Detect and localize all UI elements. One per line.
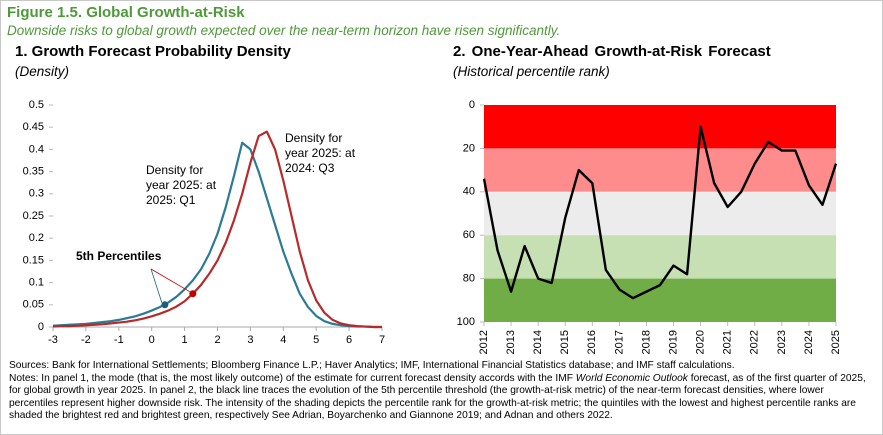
sources: Sources: Bank for International Settleme… <box>9 360 735 371</box>
y-tick-label: 0 <box>469 99 475 111</box>
x-tick-label: 2021 <box>722 330 734 354</box>
y-tick-label: 0.5 <box>29 99 44 111</box>
y-tick-label: 0.35 <box>23 166 44 178</box>
panel-title: 1. Growth Forecast Probability Density <box>15 43 291 60</box>
y-tick-label: 100 <box>457 316 475 328</box>
series-line <box>482 125 838 300</box>
y-tick-label: 0.1 <box>29 277 44 289</box>
x-tick-label: -1 <box>114 334 124 346</box>
x-tick-label: 2024 <box>803 330 815 354</box>
y-tick-label: 0.3 <box>29 188 44 200</box>
series-line <box>52 130 382 329</box>
band <box>484 105 836 149</box>
x-tick-label: 2 <box>214 334 220 346</box>
x-tick-label: 1 <box>182 334 188 346</box>
y-tick-label: 0.4 <box>29 143 44 155</box>
x-tick-label: 2018 <box>640 330 652 354</box>
y-tick-label: 0.45 <box>23 121 44 133</box>
panel-subtitle: (Historical percentile rank) <box>453 64 610 79</box>
x-tick-label: 2015 <box>559 330 571 354</box>
x-tick-label: 2013 <box>505 330 517 354</box>
notes-text: World Economic Outlook <box>575 372 688 384</box>
figure-title: Figure 1.5. Global Growth-at-Risk <box>7 4 245 21</box>
y-tick-label: 20 <box>463 142 475 154</box>
panel-title: 2. One-Year-Ahead Growth-at-Risk Forecas… <box>453 43 771 60</box>
x-tick-label: 2016 <box>586 330 598 354</box>
x-tick-label: 2017 <box>613 330 625 354</box>
y-tick-label: 40 <box>463 186 475 198</box>
x-tick-label: 2019 <box>667 330 679 354</box>
series-label: Density for year 2025: at 2025: Q1 <box>146 163 217 207</box>
series-line <box>52 141 382 329</box>
x-tick-label: 2012 <box>478 330 490 354</box>
percentile-marker <box>161 301 169 309</box>
notes: Notes: In panel 1, the mode (that is, th… <box>9 373 871 423</box>
y-tick-label: 0.05 <box>23 299 44 311</box>
band <box>484 148 836 192</box>
y-tick-label: 80 <box>463 273 475 285</box>
x-tick-label: -2 <box>81 334 91 346</box>
footnotes: Sources: Bank for International Settleme… <box>9 360 871 423</box>
annotation: 5th Percentiles <box>76 249 162 263</box>
band <box>484 191 836 236</box>
x-tick-label: 2025 <box>830 330 842 354</box>
annotation-arrow <box>150 268 191 293</box>
notes-text: forecast, as of the first quarter of 202… <box>9 372 866 422</box>
x-tick-label: 2022 <box>749 330 761 354</box>
y-tick-label: 0.2 <box>29 232 44 244</box>
x-tick-label: 2020 <box>695 330 707 354</box>
series-label: Density for year 2025: at 2024: Q3 <box>285 131 356 175</box>
x-tick-label: -3 <box>48 334 58 346</box>
x-tick-label: 2023 <box>776 330 788 354</box>
figure-subtitle: Downside risks to global growth expected… <box>7 23 561 38</box>
band <box>484 235 836 279</box>
notes-text: Notes: In panel 1, the mode (that is, th… <box>9 372 576 384</box>
x-tick-label: 3 <box>247 334 253 346</box>
y-tick-label: 0.25 <box>23 210 44 222</box>
y-tick-label: 60 <box>463 229 475 241</box>
x-tick-label: 6 <box>346 334 352 346</box>
x-tick-label: 0 <box>149 334 155 346</box>
x-tick-label: 2014 <box>532 330 544 354</box>
x-tick-label: 7 <box>379 334 385 346</box>
panel-subtitle: (Density) <box>15 64 70 79</box>
y-tick-label: 0 <box>38 321 44 333</box>
percentile-marker <box>189 290 197 298</box>
x-tick-label: 4 <box>280 334 286 346</box>
y-tick-label: 0.15 <box>23 254 44 266</box>
x-tick-label: 5 <box>313 334 319 346</box>
annotation-arrow <box>150 268 163 303</box>
